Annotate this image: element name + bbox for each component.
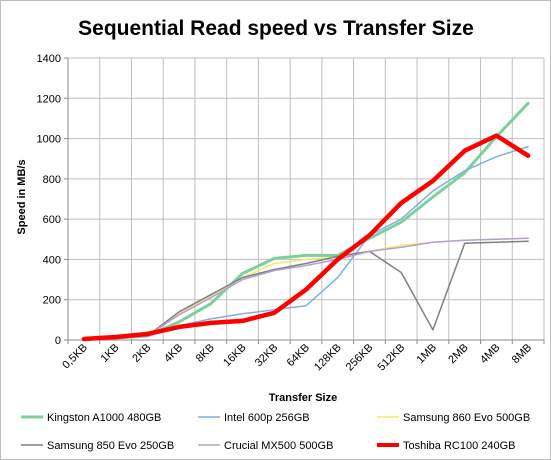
series-line-4 xyxy=(83,237,529,340)
series-line-5 xyxy=(81,133,531,342)
x-tick-label: 2MB xyxy=(446,342,470,366)
legend-entry-label: Crucial MX500 500GB xyxy=(224,440,333,452)
x-tick-label: 64KB xyxy=(285,342,313,370)
legend-entry-label: Samsung 860 Evo 500GB xyxy=(403,412,530,424)
y-tick-label: 1200 xyxy=(37,93,61,105)
y-tick-label: 600 xyxy=(43,214,61,226)
y-axis-label: Speed in MB/s xyxy=(16,159,28,234)
x-tick-label: 1KB xyxy=(99,342,122,365)
gridlines xyxy=(67,57,545,341)
y-tick-label: 800 xyxy=(43,174,61,186)
legend-entry-label: Toshiba RC100 240GB xyxy=(403,440,516,452)
chart-title: Sequential Read speed vs Transfer Size xyxy=(78,17,474,40)
legend-entry-label: Samsung 850 Evo 250GB xyxy=(47,440,174,452)
x-tick-label: 8MB xyxy=(510,342,534,366)
x-tick-label: 8KB xyxy=(194,342,217,365)
x-tick-label: 2KB xyxy=(130,342,153,365)
series-lines xyxy=(81,101,531,342)
y-tick-label: 0 xyxy=(55,335,61,347)
x-tick-label: 1MB xyxy=(415,342,439,366)
series-line-3 xyxy=(83,240,529,340)
y-tick-label: 1000 xyxy=(37,134,61,146)
y-axis-ticks: 0 200 400 600 800 1000 1200 1400 xyxy=(37,53,68,347)
y-tick-label: 1400 xyxy=(37,53,61,65)
x-axis-ticks: 0,5KB 1KB 2KB 4KB 8KB 16KB 32KB 64KB 128KB 256KB 5… xyxy=(60,340,545,374)
x-tick-label: 128KB xyxy=(312,342,344,374)
legend-entry-label: Intel 600p 256GB xyxy=(224,412,310,424)
x-tick-label: 512KB xyxy=(375,342,407,374)
x-tick-label: 4KB xyxy=(162,342,185,365)
x-tick-label: 0,5KB xyxy=(60,342,90,372)
y-tick-label: 200 xyxy=(43,295,61,307)
x-tick-label: 32KB xyxy=(253,342,281,370)
x-tick-label: 4MB xyxy=(478,342,502,366)
x-tick-label: 16KB xyxy=(221,342,249,370)
y-tick-label: 400 xyxy=(43,254,61,266)
x-axis-label: Transfer Size xyxy=(269,392,337,404)
legend-entry-label: Kingston A1000 480GB xyxy=(47,412,161,424)
legend: Kingston A1000 480GB Intel 600p 256GB Sams… xyxy=(21,412,530,452)
x-tick-label: 256KB xyxy=(344,342,376,374)
